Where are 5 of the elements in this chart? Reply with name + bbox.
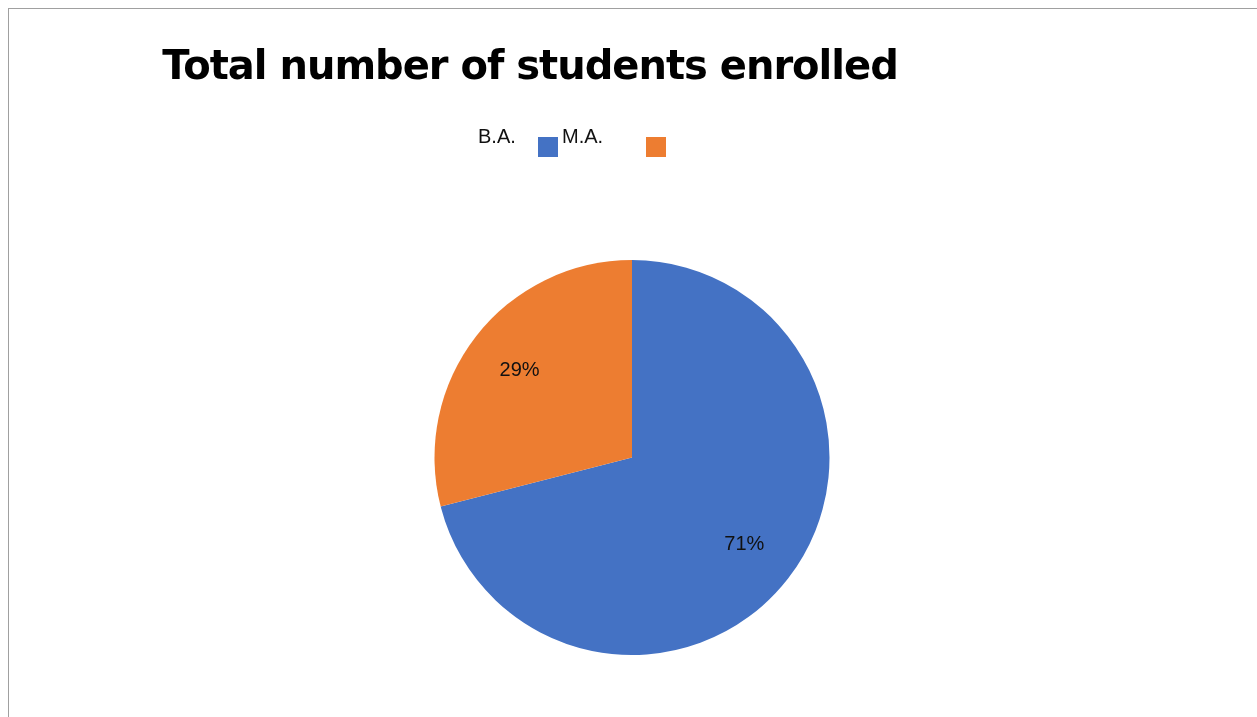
legend-label: M.A. <box>562 125 604 148</box>
chart-title: Total number of students enrolled <box>161 42 899 88</box>
legend-label: B.A. <box>478 125 516 148</box>
data-label: 29% <box>499 357 540 380</box>
data-label: 71% <box>724 532 765 555</box>
